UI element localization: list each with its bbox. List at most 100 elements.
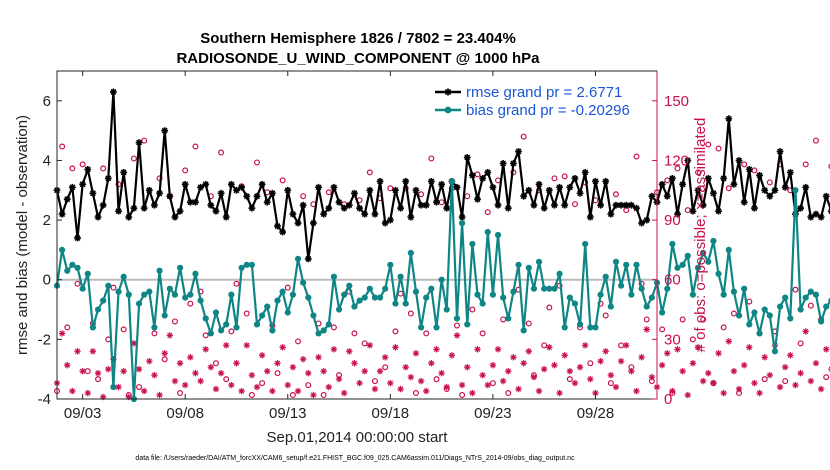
possible-obs-point	[74, 280, 81, 287]
rmse-point	[474, 195, 481, 203]
bias-point	[376, 294, 384, 301]
rmse-point	[581, 168, 589, 176]
possible-obs-point	[479, 330, 486, 337]
rmse-point	[217, 189, 225, 197]
y2-tick-label: 120	[664, 152, 689, 169]
bias-point	[228, 291, 235, 298]
legend-bias-marker	[444, 106, 452, 114]
legend-rmse-star	[444, 88, 452, 96]
rmse-point	[807, 213, 815, 221]
bias-point	[771, 348, 779, 355]
assimilated-obs-point	[89, 348, 97, 355]
bias-point	[300, 279, 307, 286]
bias-point	[294, 255, 302, 262]
possible-obs-point	[689, 336, 696, 343]
rmse-point	[156, 189, 163, 197]
bias-point	[807, 288, 814, 295]
rmse-point	[484, 168, 492, 176]
possible-obs-point	[300, 193, 307, 200]
rmse-point	[94, 213, 102, 221]
possible-obs-point	[320, 392, 327, 399]
rmse-point	[745, 166, 753, 173]
assimilated-obs-point	[187, 354, 194, 361]
bias-point	[407, 249, 414, 256]
assimilated-obs-point	[433, 346, 440, 353]
assimilated-obs-point	[146, 358, 153, 365]
possible-obs-point	[69, 165, 76, 172]
possible-obs-point	[469, 306, 476, 313]
bias-point	[397, 273, 404, 280]
assimilated-obs-point	[366, 342, 374, 349]
bias-point	[618, 282, 625, 289]
possible-obs-point	[761, 376, 768, 383]
possible-obs-point	[474, 171, 481, 178]
rmse-point	[258, 180, 266, 188]
bias-point	[248, 261, 255, 268]
bias-point	[79, 285, 86, 292]
assimilated-obs-point	[217, 369, 225, 377]
rmse-point	[202, 180, 210, 188]
possible-obs-point	[459, 392, 466, 399]
rmse-point	[263, 198, 271, 206]
possible-obs-point	[812, 137, 819, 144]
legend-rmse-marker	[444, 88, 452, 96]
assimilated-obs-point	[515, 385, 522, 393]
bias-point	[818, 318, 825, 325]
bias-point	[761, 306, 768, 313]
possible-obs-point	[392, 328, 399, 335]
chart-subtitle: RADIOSONDE_U_WIND_COMPONENT @ 1000 hPa	[176, 50, 540, 67]
x-tick-label: 09/18	[372, 405, 410, 422]
possible-obs-point	[95, 376, 102, 383]
assimilated-obs-point	[669, 387, 676, 395]
x-axis-label: Sep.01,2014 00:00:00 start	[267, 429, 449, 446]
assimilated-obs-point	[489, 362, 497, 369]
bias-point	[505, 315, 512, 322]
possible-obs-point	[305, 382, 312, 389]
bias-point	[156, 267, 163, 274]
assimilated-obs-point	[135, 365, 143, 373]
rmse-point	[576, 189, 584, 197]
assimilated-obs-point	[792, 381, 799, 389]
assimilated-obs-point	[817, 385, 825, 393]
bias-point	[628, 291, 635, 298]
bias-point	[274, 297, 281, 304]
bias-point	[638, 285, 645, 292]
possible-obs-point	[505, 390, 512, 397]
assimilated-obs-point	[740, 362, 748, 369]
rmse-point	[151, 201, 158, 209]
rmse-point	[371, 210, 379, 218]
bias-point	[125, 291, 132, 298]
rmse-point	[668, 174, 676, 182]
rmse-point	[499, 160, 507, 167]
possible-obs-point	[130, 155, 137, 162]
bias-point	[238, 264, 245, 271]
bias-point	[100, 297, 107, 304]
assimilated-obs-point	[243, 342, 250, 349]
rmse-point	[427, 177, 435, 185]
assimilated-obs-point	[499, 377, 507, 385]
bias-point	[674, 264, 681, 271]
bias-point	[633, 261, 640, 268]
rmse-point	[274, 222, 281, 230]
assimilated-obs-point	[679, 367, 686, 375]
assimilated-obs-point	[448, 352, 456, 359]
possible-obs-point	[633, 153, 640, 160]
y2-tick-label: 90	[664, 212, 681, 229]
possible-obs-point	[684, 207, 691, 214]
assimilated-obs-point	[305, 369, 312, 377]
assimilated-obs-point	[120, 367, 127, 375]
rmse-point	[361, 210, 369, 218]
rmse-point	[715, 207, 722, 215]
rmse-point	[351, 189, 358, 197]
possible-obs-point	[612, 191, 619, 198]
possible-obs-point	[79, 161, 86, 168]
assimilated-obs-point	[556, 389, 563, 397]
y-axis-left: -4 -2 0 2 4 6	[38, 93, 62, 408]
bias-point	[684, 252, 691, 259]
y-axis-label: rmse and bias (model - observation)	[14, 115, 31, 355]
bias-point	[402, 300, 409, 307]
rmse-point	[145, 186, 153, 194]
assimilated-obs-point	[812, 360, 820, 367]
bias-point	[787, 315, 794, 322]
bias-point	[453, 315, 461, 322]
